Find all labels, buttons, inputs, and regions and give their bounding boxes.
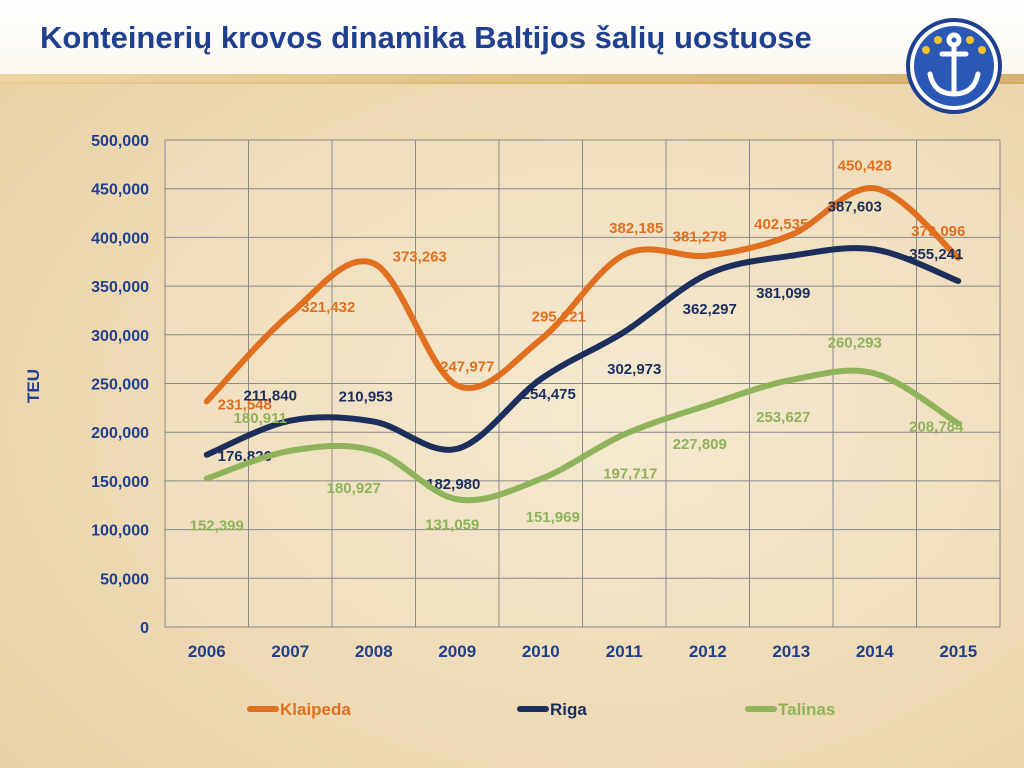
y-tick-label: 100,000 [91,523,149,540]
klaipeda-data-label: 321,432 [301,299,355,316]
header-decorative-band [0,74,1024,84]
page-title: Konteinerių krovos dinamika Baltijos šal… [40,20,812,55]
x-tick-label: 2008 [355,642,393,661]
x-tick-label: 2011 [606,642,643,661]
talinas-series-line [203,367,962,504]
klaipeda-data-label: 295,221 [532,308,586,325]
y-tick-label: 200,000 [91,425,149,442]
klaipeda-data-label: 373,263 [393,248,447,265]
talinas-data-label: 180,927 [327,480,381,497]
talinas-data-label: 197,717 [603,465,657,482]
riga-data-label: 387,603 [828,198,882,215]
y-tick-label: 50,000 [100,571,149,588]
y-tick-label: 0 [140,620,149,637]
klaipeda-data-label: 402,535 [754,216,808,233]
riga-data-label: 302,973 [607,361,661,378]
y-tick-label: 300,000 [91,328,149,345]
klaipeda-data-label: 382,185 [609,220,663,237]
riga-series-line [203,245,962,458]
y-tick-label: 500,000 [91,133,149,150]
y-tick-label: 450,000 [91,182,149,199]
talinas-data-label: 151,969 [526,509,580,526]
riga-data-label: 362,297 [683,301,737,318]
x-tick-label: 2015 [939,642,977,661]
talinas-data-label: 152,399 [190,518,244,535]
riga-data-label: 381,099 [756,285,810,302]
x-tick-label: 2009 [438,642,476,661]
x-tick-label: 2010 [522,642,560,661]
riga-data-label: 210,953 [339,389,393,406]
klaipeda-legend-label: Klaipeda [280,700,351,719]
x-tick-label: 2013 [772,642,810,661]
klaipeda-series-line [203,185,962,405]
y-tick-label: 400,000 [91,230,149,247]
x-tick-label: 2006 [188,642,226,661]
klaipeda-data-label: 247,977 [440,358,494,375]
x-tick-label: 2014 [856,642,894,661]
talinas-data-label: 208,784 [909,419,964,436]
talinas-data-label: 180,911 [234,410,287,427]
talinas-legend-label: Talinas [778,700,835,719]
riga-legend-label: Riga [550,700,587,719]
klaipeda-data-label: 381,278 [673,229,727,246]
y-tick-label: 150,000 [91,474,149,491]
klaipeda-data-label: 379,096 [911,223,965,240]
y-tick-label: 250,000 [91,377,149,394]
klaipeda-data-label: 231,548 [218,396,272,413]
talinas-data-label: 227,809 [673,436,727,453]
riga-data-label: 211,840 [244,388,297,405]
talinas-data-label: 260,293 [828,334,882,351]
riga-data-label: 182,980 [426,476,480,493]
x-tick-label: 2012 [689,642,727,661]
y-tick-label: 350,000 [91,279,149,296]
x-tick-label: 2007 [271,642,309,661]
header-bar [0,0,1024,82]
talinas-data-label: 131,059 [425,516,479,533]
talinas-data-label: 253,627 [756,409,810,426]
riga-data-label: 254,475 [522,386,576,403]
riga-data-label: 355,241 [909,246,963,263]
klaipeda-data-label: 450,428 [838,157,892,174]
anchor-logo-icon [906,18,1002,114]
